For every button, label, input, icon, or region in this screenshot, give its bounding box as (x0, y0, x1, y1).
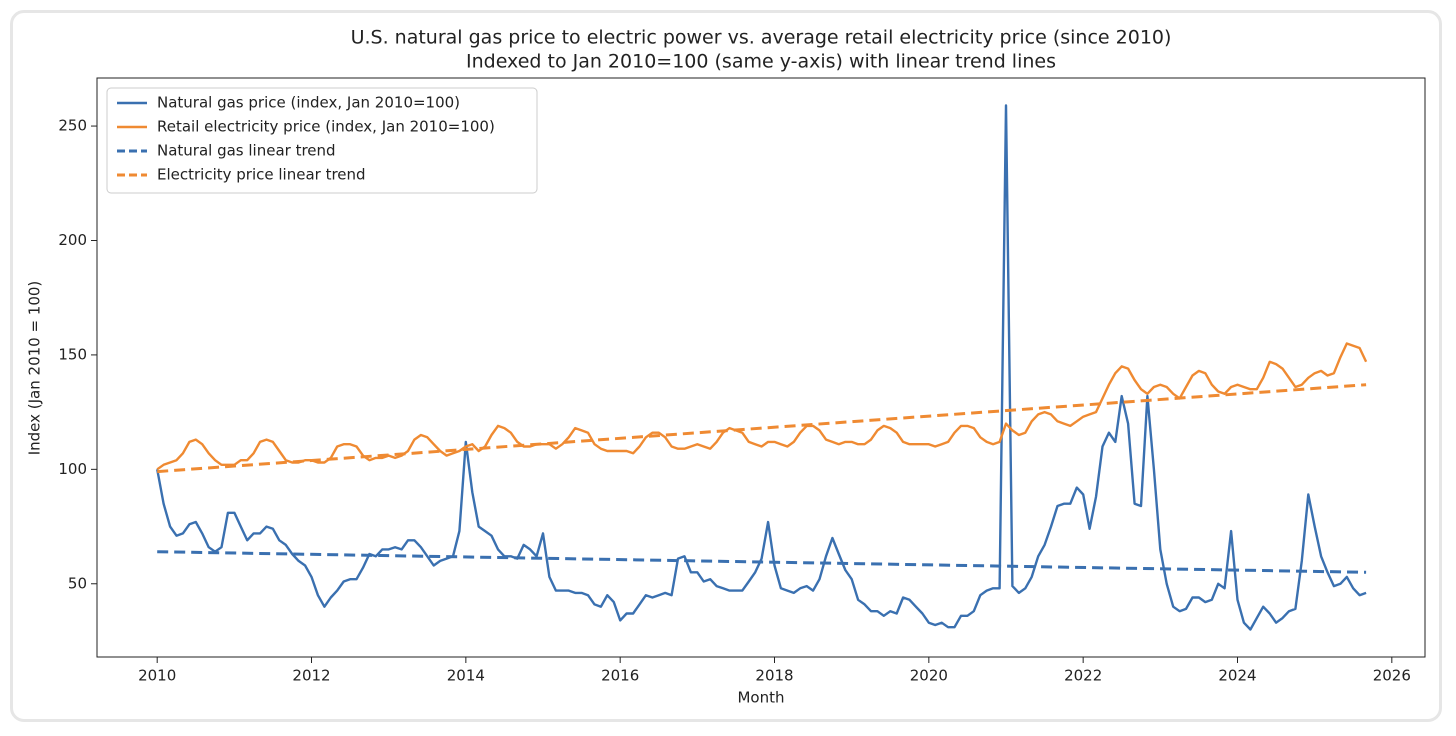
y-tick-label: 200 (58, 231, 87, 249)
legend-box (106, 87, 538, 194)
x-axis-label: Month (737, 689, 784, 707)
x-tick-label: 2020 (910, 667, 948, 685)
trend-line (157, 550, 1367, 574)
legend-label: Natural gas price (index, Jan 2010=100) (157, 94, 460, 112)
y-tick-label: 250 (58, 117, 87, 135)
trend-line (157, 383, 1367, 474)
x-tick-label: 2022 (1064, 667, 1102, 685)
x-tick-label: 2012 (292, 667, 330, 685)
x-tick-label: 2024 (1218, 667, 1256, 685)
y-tick-label: 100 (58, 460, 87, 478)
y-tick-label: 50 (68, 574, 87, 592)
series-line (156, 104, 1367, 631)
x-tick-label: 2010 (138, 667, 176, 685)
x-tick-label: 2018 (755, 667, 793, 685)
chart-subtitle: Indexed to Jan 2010=100 (same y-axis) wi… (466, 51, 1056, 73)
series-line (156, 342, 1368, 471)
y-tick-label: 150 (58, 345, 87, 363)
legend-label: Natural gas linear trend (157, 142, 336, 160)
x-tick-label: 2026 (1373, 667, 1411, 685)
legend-label: Electricity price linear trend (157, 166, 366, 184)
plot-area (96, 77, 1426, 658)
x-tick-label: 2016 (601, 667, 639, 685)
x-tick-label: 2014 (447, 667, 485, 685)
chart-title: U.S. natural gas price to electric power… (351, 27, 1172, 49)
legend-label: Retail electricity price (index, Jan 201… (157, 118, 495, 136)
y-axis-label: Index (Jan 2010 = 100) (26, 281, 44, 456)
frame (10, 10, 1442, 722)
